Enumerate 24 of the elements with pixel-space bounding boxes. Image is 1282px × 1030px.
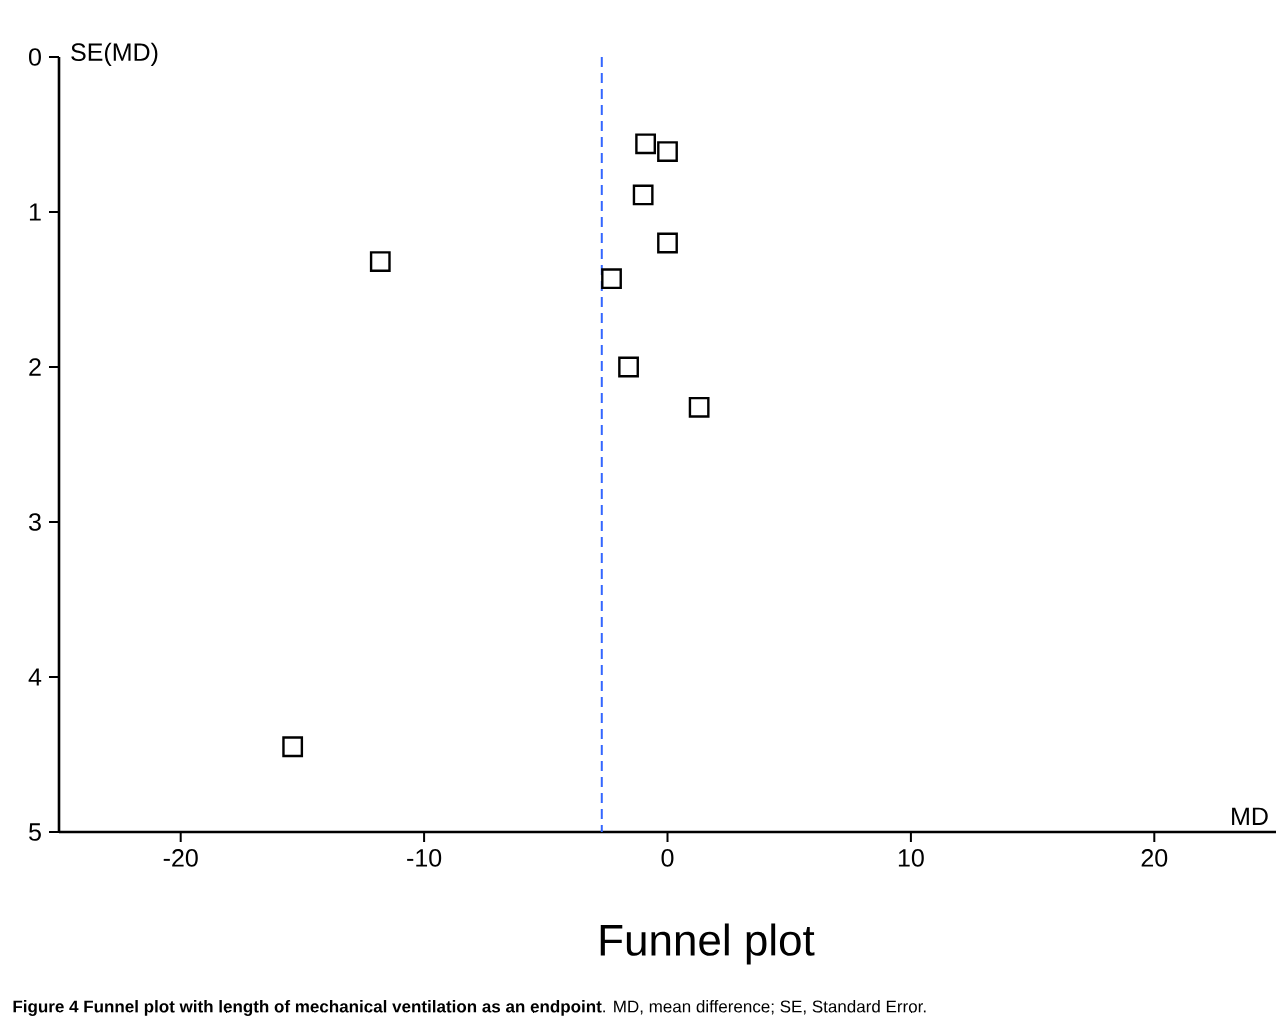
point xyxy=(282,736,304,758)
x-tick-label: -20 xyxy=(163,849,198,867)
point xyxy=(632,184,654,206)
point xyxy=(688,396,710,418)
x-tick-label: 10 xyxy=(898,849,924,867)
y-tick-label: 4 xyxy=(28,668,42,686)
y-tick-label: 1 xyxy=(29,203,41,221)
x-axis-title: MD xyxy=(1232,807,1268,825)
point xyxy=(369,251,391,273)
y-tick-label: 2 xyxy=(29,358,41,376)
point xyxy=(635,133,656,155)
point xyxy=(657,141,678,162)
text: Funnel plot xyxy=(600,923,815,965)
point xyxy=(657,232,678,254)
x-tick-label: 20 xyxy=(1141,849,1168,867)
text: Figure 4 Funnel plot with length of mechanical ventilation as an endpoint. MD, mean difference; SE, Standard Error. xyxy=(13,1000,926,1016)
y-tick-label: 3 xyxy=(28,513,41,531)
point xyxy=(618,356,639,378)
y-axis-title: SE(MD) xyxy=(71,42,158,66)
point xyxy=(601,268,622,290)
x-tick-label: -10 xyxy=(407,849,442,867)
x-tick-label: 0 xyxy=(661,849,674,867)
y-tick-label: 5 xyxy=(29,823,41,841)
y-tick-label: 0 xyxy=(29,48,41,66)
